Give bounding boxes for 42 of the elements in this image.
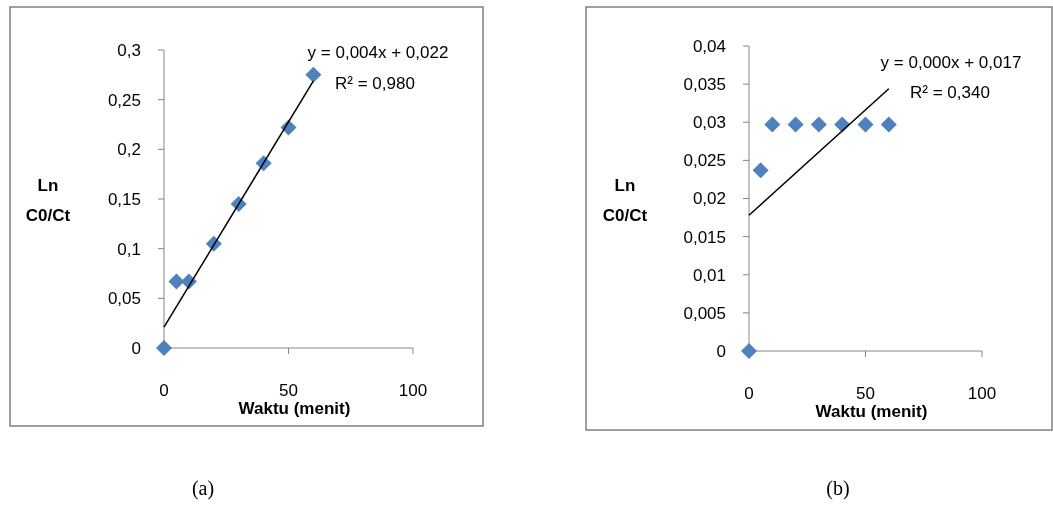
y-tick-label: 0,035	[683, 75, 726, 95]
y-tick-label: 0,03	[692, 113, 726, 133]
x-tick-label: 100	[398, 381, 428, 400]
point	[880, 116, 897, 133]
text: (b)	[826, 477, 850, 500]
annotation: y = 0,004x + 0,022	[307, 42, 449, 62]
y-tick-label: 0,04	[692, 36, 726, 56]
point	[810, 116, 827, 133]
y-tick-label: 0,3	[117, 40, 141, 60]
annotation: R² = 0,340	[910, 82, 990, 102]
point	[741, 343, 757, 359]
point	[305, 66, 322, 83]
y-tick-label: 0,1	[117, 239, 141, 259]
point	[764, 116, 781, 133]
y-tick-label: 0,01	[692, 265, 726, 285]
x-tick-label: 50	[279, 381, 298, 400]
point	[787, 116, 804, 133]
y-tick-label: 0,25	[107, 90, 141, 110]
y-tick-label: 0,15	[107, 189, 141, 209]
y-axis-title: Ln C0/Ct	[25, 176, 71, 225]
x-tick-label: 50	[856, 384, 875, 403]
y-tick-label: 0	[716, 341, 726, 361]
y-tick-label: 0,2	[117, 140, 141, 160]
x-axis-title: Waktu (menit)	[238, 399, 351, 418]
text: (a)	[191, 477, 215, 500]
y-tick-label: 0	[131, 338, 141, 358]
point	[168, 273, 185, 290]
y-tick-label: 0,05	[107, 289, 141, 309]
x-tick-label: 0	[744, 384, 754, 403]
point	[156, 340, 172, 356]
point	[752, 162, 769, 179]
y-tick-label: 0,02	[692, 189, 726, 209]
x-tick-label: 0	[159, 381, 169, 400]
point	[857, 116, 874, 133]
annotation: R² = 0,980	[335, 73, 415, 93]
y-axis-title: Ln C0/Ct	[602, 175, 648, 225]
y-tick-label: 0,005	[683, 303, 726, 323]
x-tick-label: 100	[967, 384, 997, 403]
y-tick-label: 0,015	[683, 227, 726, 247]
y-tick-label: 0,025	[683, 151, 726, 171]
annotation: y = 0,000x + 0,017	[880, 52, 1022, 72]
x-axis-title: Waktu (menit)	[815, 402, 928, 421]
